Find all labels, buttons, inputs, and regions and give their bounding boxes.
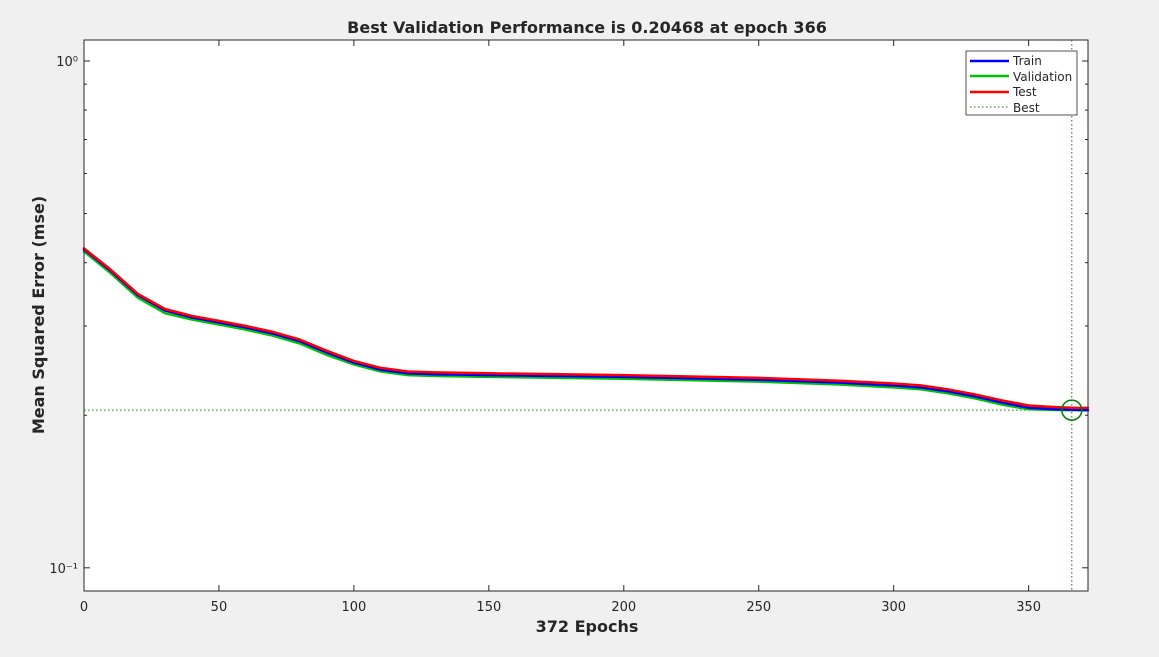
y-tick-label: 10⁻¹ xyxy=(49,562,78,577)
series-layer xyxy=(82,247,1090,412)
ticks-layer: 0 50 100 150 200 250 300 350 10⁰ 10⁻¹ xyxy=(49,40,1088,615)
x-tick-label: 300 xyxy=(881,600,906,615)
legend: Train Validation Test Best xyxy=(965,50,1078,116)
x-axis-label: 372 Epochs xyxy=(536,617,639,636)
legend-validation-label: Validation xyxy=(1013,70,1072,84)
x-tick-label: 100 xyxy=(341,600,366,615)
legend-train-label: Train xyxy=(1012,54,1042,68)
series-line-test xyxy=(82,247,1090,410)
legend-best-label: Best xyxy=(1013,101,1040,115)
best-marker-lines xyxy=(84,40,1088,591)
legend-test-label: Test xyxy=(1012,85,1037,99)
x-tick-label: 0 xyxy=(80,600,88,615)
best-point-marker xyxy=(1061,399,1083,421)
series-line-validation xyxy=(82,250,1090,412)
plot-frame xyxy=(83,39,1089,592)
x-tick-label: 250 xyxy=(746,600,771,615)
y-tick-label: 10⁰ xyxy=(56,55,78,70)
x-tick-label: 150 xyxy=(476,600,501,615)
chart-title: Best Validation Performance is 0.20468 a… xyxy=(347,18,827,37)
best-marker-layer xyxy=(1061,399,1083,421)
y-axis-label: Mean Squared Error (mse) xyxy=(29,196,48,434)
x-tick-label: 350 xyxy=(1016,600,1041,615)
x-tick-label: 50 xyxy=(211,600,228,615)
x-tick-label: 200 xyxy=(611,600,636,615)
plot-area xyxy=(84,40,1088,591)
series-line-train xyxy=(82,248,1090,412)
